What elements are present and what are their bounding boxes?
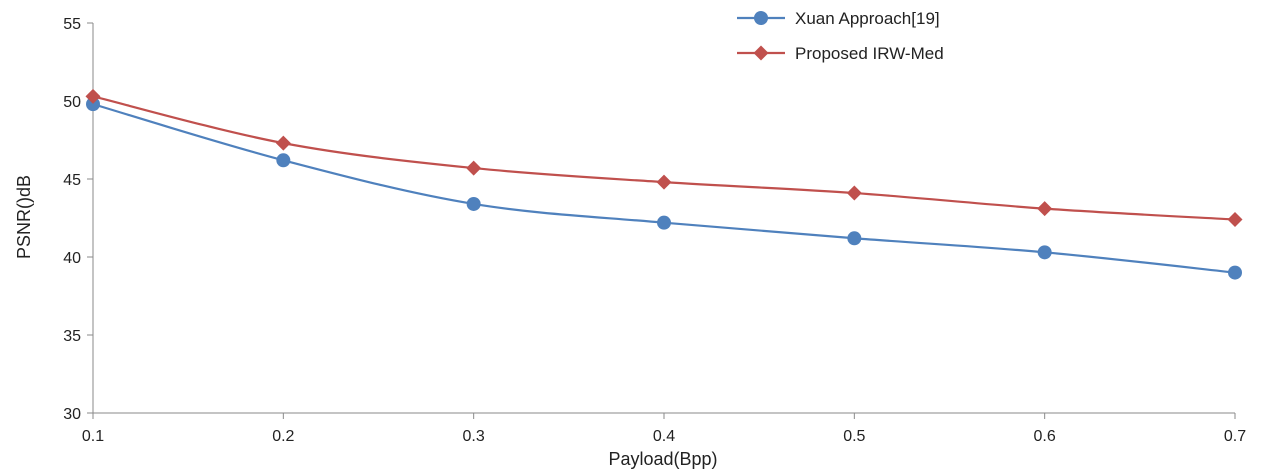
y-tick-label: 30 bbox=[63, 406, 81, 423]
data-point bbox=[846, 185, 862, 201]
data-point bbox=[656, 174, 672, 190]
y-tick-label: 40 bbox=[63, 250, 81, 267]
y-tick-label: 50 bbox=[63, 94, 81, 111]
data-point bbox=[466, 160, 482, 176]
data-point bbox=[1037, 245, 1052, 260]
series-1 bbox=[86, 97, 1242, 280]
legend-item: Xuan Approach[19] bbox=[737, 9, 940, 28]
x-tick-label: 0.7 bbox=[1224, 428, 1246, 445]
series-2 bbox=[85, 88, 1243, 228]
data-point bbox=[466, 196, 481, 211]
y-tick-label: 55 bbox=[63, 16, 81, 33]
data-point bbox=[275, 135, 291, 151]
x-tick-label: 0.3 bbox=[463, 428, 485, 445]
x-tick-label: 0.6 bbox=[1034, 428, 1056, 445]
data-point bbox=[1037, 201, 1053, 217]
axes bbox=[87, 22, 1236, 419]
data-point bbox=[276, 153, 291, 168]
series-line bbox=[92, 95, 1236, 221]
series-layer bbox=[85, 88, 1243, 280]
x-axis-title: Payload(Bpp) bbox=[608, 449, 717, 469]
data-point bbox=[657, 215, 671, 230]
data-point bbox=[847, 231, 862, 246]
legend-item: Proposed IRW-Med bbox=[737, 44, 944, 63]
tick-labels: 30 35 40 45 50 55 0.1 0.2 0.3 0.4 0.5 0.6 0.7 bbox=[63, 16, 1246, 445]
x-tick-label: 0.1 bbox=[82, 428, 104, 445]
legend-marker bbox=[754, 11, 768, 25]
data-point bbox=[85, 88, 101, 104]
legend-label: Proposed IRW-Med bbox=[795, 44, 944, 63]
x-tick-label: 0.4 bbox=[653, 428, 675, 445]
data-point bbox=[1227, 212, 1243, 228]
legend-marker bbox=[753, 45, 769, 61]
data-point bbox=[1228, 265, 1242, 280]
legend-label: Xuan Approach[19] bbox=[795, 9, 940, 28]
legend: Xuan Approach[19] Proposed IRW-Med bbox=[737, 9, 944, 63]
data-point bbox=[86, 97, 100, 112]
y-axis-title: PSNR()dB bbox=[14, 175, 34, 259]
x-tick-label: 0.5 bbox=[843, 428, 865, 445]
y-tick-label: 45 bbox=[63, 172, 81, 189]
y-tick-label: 35 bbox=[63, 328, 81, 345]
x-tick-label: 0.2 bbox=[272, 428, 294, 445]
